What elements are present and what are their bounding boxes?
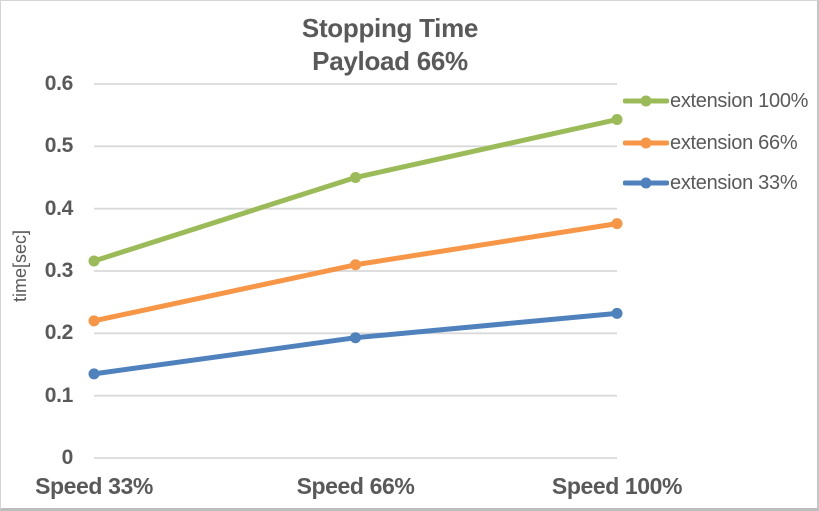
legend-label: extension 66%	[670, 131, 798, 154]
y-tick-label: 0.3	[44, 259, 74, 282]
legend-marker-icon	[623, 95, 669, 107]
data-point-marker	[350, 172, 361, 183]
legend-marker-icon	[623, 137, 669, 149]
y-tick-label: 0.2	[44, 321, 74, 345]
data-point-marker	[88, 368, 100, 380]
data-point-marker	[88, 315, 100, 327]
data-point-marker	[350, 259, 361, 271]
x-category-label: Speed 100%	[551, 473, 683, 499]
legend-marker-icon	[623, 177, 669, 189]
data-point-marker	[611, 114, 623, 126]
data-point-marker	[88, 255, 100, 267]
chart-title: Stopping Time	[301, 13, 479, 43]
y-tick-label: 0.1	[44, 383, 74, 407]
x-category-label: Speed 33%	[35, 473, 153, 499]
legend-item: extension 33%	[623, 170, 798, 196]
x-category-label: Speed 66%	[296, 473, 415, 499]
legend-item: extension 100%	[623, 88, 808, 114]
y-tick-label: 0	[61, 446, 74, 469]
legend-label: extension 33%	[670, 171, 798, 194]
y-tick-label: 0.4	[44, 196, 74, 220]
series-line	[91, 117, 620, 264]
data-point-marker	[611, 218, 623, 230]
data-point-marker	[350, 332, 361, 344]
data-point-marker	[611, 307, 623, 319]
chart-subtitle: Payload 66%	[312, 46, 468, 76]
legend-label: extension 100%	[670, 89, 809, 112]
y-tick-label: 0.6	[44, 72, 74, 95]
series-line	[91, 310, 620, 377]
legend-item: extension 66%	[623, 130, 798, 156]
y-tick-label: 0.5	[44, 134, 74, 158]
